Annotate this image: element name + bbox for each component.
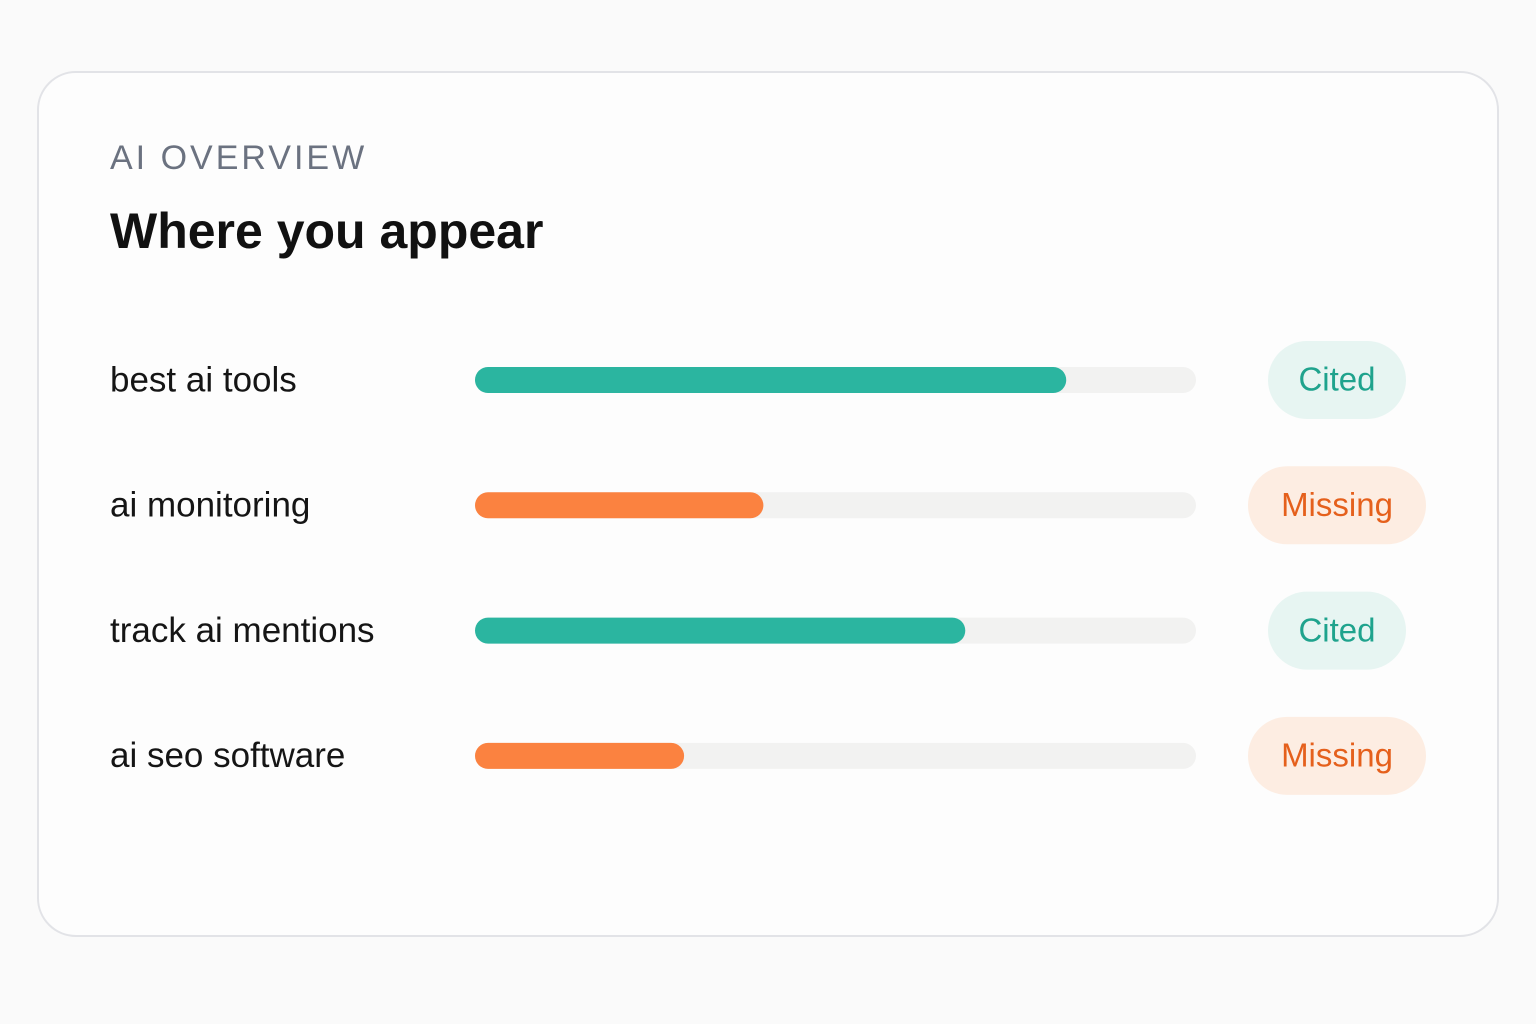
bar bbox=[475, 742, 685, 769]
status-badge bbox=[1268, 341, 1406, 419]
bar bbox=[475, 492, 764, 519]
status-label: Cited bbox=[1298, 361, 1375, 398]
status-label: Missing bbox=[1281, 737, 1393, 774]
status-badge bbox=[1248, 466, 1426, 545]
bar bbox=[475, 617, 966, 644]
status-label: Cited bbox=[1298, 611, 1375, 648]
status-badge bbox=[1248, 716, 1426, 795]
row-label: ai seo software bbox=[110, 736, 345, 775]
row-label: track ai mentions bbox=[110, 611, 375, 650]
status-badge bbox=[1268, 591, 1406, 670]
row-label: ai monitoring bbox=[110, 486, 310, 525]
bar bbox=[475, 367, 1067, 393]
row-label: best ai tools bbox=[110, 360, 297, 399]
card-title: Where you appear bbox=[110, 203, 543, 259]
status-label: Missing bbox=[1281, 486, 1393, 523]
eyebrow: AI OVERVIEW bbox=[110, 139, 367, 177]
